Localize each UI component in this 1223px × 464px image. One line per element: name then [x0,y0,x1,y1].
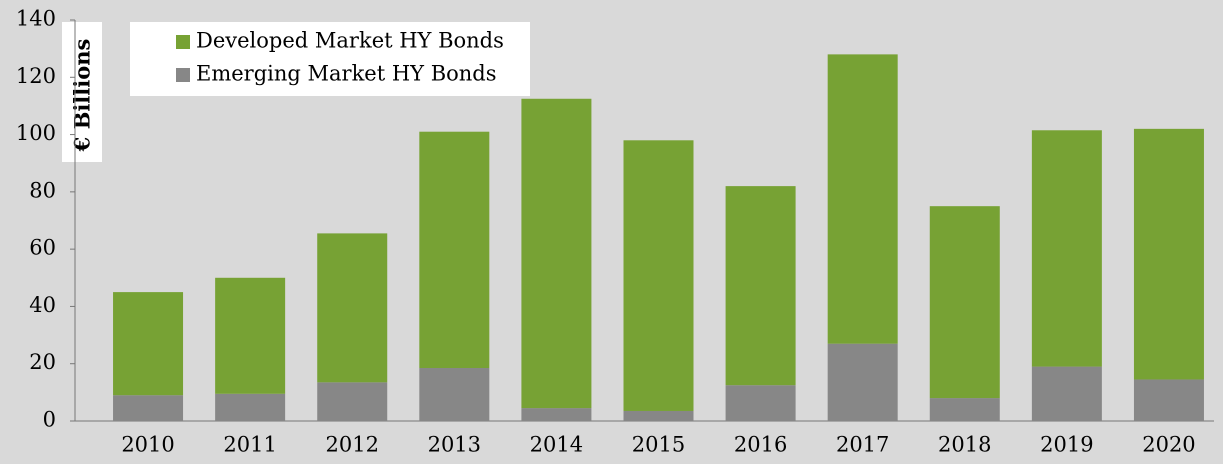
x-tick-label: 2011 [223,433,276,457]
bar-segment [113,395,184,421]
y-tick-label: 80 [29,178,56,202]
bar-segment [827,343,898,421]
bar-segment [419,368,490,421]
x-tick-label: 2016 [734,433,787,457]
x-tick-label: 2013 [428,433,481,457]
y-tick-label: 20 [29,350,56,374]
y-tick-label: 0 [43,408,56,432]
bar-segment [725,186,796,386]
bar-segment [521,408,592,421]
bar-segment [623,140,694,411]
x-tick-label: 2019 [1040,433,1093,457]
bar-segment [1133,128,1204,380]
legend-swatch [176,35,190,49]
bar-segment [623,410,694,421]
x-tick-label: 2015 [632,433,685,457]
bar-segment [113,292,184,396]
bar-segment [1133,379,1204,421]
bar-segment [929,206,1000,399]
bar-segment [929,398,1000,421]
y-tick-label: 100 [16,121,56,145]
legend-box [130,22,530,96]
bar-segment [317,382,388,421]
legend-label: Emerging Market HY Bonds [196,62,497,86]
y-tick-label: 140 [16,7,56,31]
legend-label: Developed Market HY Bonds [196,29,504,53]
y-label-box [62,22,102,162]
x-tick-label: 2012 [326,433,379,457]
legend-swatch [176,68,190,82]
x-tick-label: 2017 [836,433,889,457]
y-axis-label: € Billions [70,39,95,153]
y-tick-label: 40 [29,293,56,317]
bar-segment [215,277,286,394]
bar-segment [1031,366,1102,421]
bar-segment [419,131,490,369]
bar-segment [1031,130,1102,367]
bar-segment [521,98,592,409]
x-tick-label: 2018 [938,433,991,457]
bar-segment [317,233,388,383]
bar-segment [827,54,898,344]
y-tick-label: 60 [29,236,56,260]
x-tick-label: 2014 [530,433,583,457]
bar-segment [215,393,286,421]
bar-segment [725,385,796,421]
y-tick-label: 120 [16,64,56,88]
x-tick-label: 2020 [1142,433,1195,457]
x-tick-label: 2010 [121,433,174,457]
